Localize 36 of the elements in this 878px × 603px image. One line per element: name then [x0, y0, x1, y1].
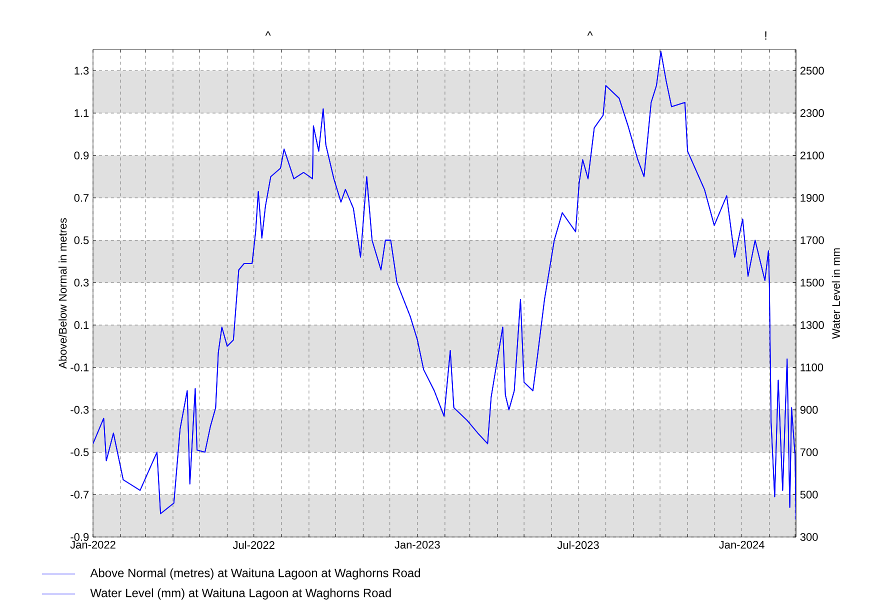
y2-tick-label: 500 [800, 490, 818, 499]
y2-axis-title: Water Level in mm [832, 248, 840, 339]
text: ^ [265, 31, 271, 36]
y-tick-label: 0.7 [74, 194, 89, 202]
y-tick-label: 0.5 [74, 236, 89, 244]
y-tick-label: 0.9 [74, 152, 89, 160]
y-tick-label: -0.5 [70, 448, 89, 456]
y-tick-label: 1.3 [74, 66, 89, 75]
y-tick-label: 0.3 [74, 278, 89, 287]
y2-tick-label: 1700 [800, 236, 824, 244]
y2-tick-label: 2100 [800, 152, 824, 160]
legend-label: Above Normal (metres) at Waituna Lagoon at Waghorns Road [90, 568, 420, 580]
y2-tick-label: 700 [800, 448, 818, 456]
text: ! [765, 31, 766, 40]
y2-tick-label: 1500 [800, 278, 824, 287]
y2-tick-label: 1300 [800, 321, 824, 329]
y-tick-label: -0.9 [70, 533, 89, 541]
y-tick-label: 1.1 [74, 109, 89, 117]
y-tick-label: -0.1 [70, 364, 89, 372]
y2-tick-label: 1900 [800, 194, 824, 202]
x-tick-label: Jan-2024 [719, 540, 764, 549]
y2-tick-label: 1100 [800, 364, 824, 372]
y-tick-label: -0.3 [70, 406, 89, 414]
x-tick-label: Jan-2022 [70, 540, 116, 549]
x-tick-label: Jan-2023 [394, 540, 440, 549]
y2-tick-label: 300 [800, 533, 818, 541]
y-tick-label: -0.7 [70, 490, 89, 499]
x-tick-label: Jul-2023 [557, 540, 599, 549]
y2-tick-label: 2300 [800, 109, 824, 117]
text: ^ [587, 31, 593, 36]
y-tick-label: 0.1 [74, 321, 89, 329]
y2-tick-label: 900 [800, 406, 818, 414]
legend-label: Water Level (mm) at Waituna Lagoon at Waghorns Road [90, 588, 391, 600]
x-tick-label: Jul-2022 [232, 540, 274, 549]
y-axis-title: Above/Below Normal in metres [58, 218, 67, 369]
y2-tick-label: 2500 [800, 66, 824, 75]
